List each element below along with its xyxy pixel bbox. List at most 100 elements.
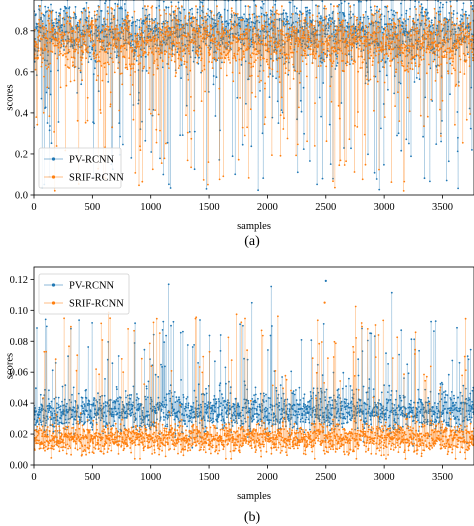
data-point [368, 22, 371, 25]
data-point [461, 8, 464, 11]
data-point [72, 64, 75, 67]
data-point [117, 54, 120, 57]
data-point [170, 324, 172, 327]
data-point [209, 417, 212, 419]
data-point [264, 116, 267, 119]
data-point [348, 63, 351, 65]
data-point [298, 39, 301, 42]
data-point [112, 415, 115, 418]
data-point [183, 49, 186, 52]
data-point [453, 24, 455, 27]
data-point [110, 36, 113, 39]
data-point [252, 403, 255, 406]
data-point [250, 66, 253, 68]
data-point [84, 9, 86, 11]
x-tick-label: 2000 [257, 202, 278, 213]
data-point [392, 31, 394, 34]
data-point [83, 413, 86, 416]
data-point [196, 49, 198, 52]
data-point [249, 17, 252, 20]
data-point [242, 324, 244, 327]
data-point [293, 404, 296, 407]
data-point [336, 62, 339, 64]
data-point [259, 56, 262, 59]
data-point [192, 27, 195, 30]
data-point [331, 46, 334, 49]
data-point [73, 57, 76, 59]
data-point [433, 50, 436, 53]
data-point [281, 5, 283, 8]
data-point [246, 28, 248, 31]
data-point [338, 19, 341, 22]
data-point [226, 404, 229, 406]
data-point [179, 134, 182, 137]
data-point [73, 418, 76, 421]
data-point [129, 19, 131, 22]
data-point [246, 32, 249, 35]
data-point [329, 85, 332, 88]
data-point [186, 22, 189, 25]
data-point [462, 21, 465, 24]
data-point [350, 49, 353, 52]
data-point [204, 30, 207, 33]
data-point [408, 50, 410, 52]
data-point [469, 38, 472, 41]
data-point [165, 334, 168, 337]
data-point [443, 54, 446, 57]
data-point [469, 127, 472, 130]
data-point [46, 67, 48, 70]
data-point [401, 64, 403, 67]
data-point [316, 46, 319, 49]
data-point [319, 40, 322, 43]
data-point [185, 66, 188, 69]
y-tick-label: 0.8 [15, 26, 28, 37]
data-point [338, 164, 341, 167]
data-point [299, 70, 302, 73]
data-point [47, 404, 50, 407]
data-point [88, 45, 91, 48]
data-point [207, 161, 210, 164]
data-point [423, 49, 426, 52]
data-point [116, 25, 118, 27]
data-point [240, 64, 243, 66]
data-point [239, 33, 242, 36]
data-point [105, 29, 108, 31]
data-point [89, 34, 92, 36]
data-point [128, 413, 131, 415]
data-point [156, 22, 159, 25]
data-point [70, 17, 72, 20]
data-point [37, 411, 40, 413]
data-point [397, 91, 399, 94]
data-point [207, 51, 210, 54]
data-point [141, 414, 144, 417]
data-point [332, 28, 335, 31]
data-point [36, 327, 38, 329]
data-point [266, 58, 268, 61]
data-point [286, 15, 289, 18]
data-point [70, 36, 73, 39]
data-point [384, 29, 387, 32]
data-point [86, 17, 89, 19]
data-point [381, 45, 384, 47]
data-point [115, 399, 118, 401]
data-point [374, 20, 377, 23]
data-point [182, 394, 185, 396]
data-point [81, 63, 83, 65]
data-point [286, 137, 289, 140]
data-point [36, 123, 39, 126]
data-point [461, 18, 463, 20]
data-point [462, 52, 465, 55]
data-point [294, 12, 297, 15]
data-point [355, 40, 357, 43]
data-point [431, 46, 434, 49]
data-point [353, 30, 356, 32]
data-point [185, 104, 188, 107]
data-point [267, 397, 270, 399]
data-point [182, 23, 184, 26]
data-point [327, 18, 330, 20]
data-point [147, 5, 149, 8]
data-point [274, 11, 277, 13]
data-point [422, 135, 424, 138]
data-point [35, 27, 38, 30]
data-point [376, 38, 378, 41]
